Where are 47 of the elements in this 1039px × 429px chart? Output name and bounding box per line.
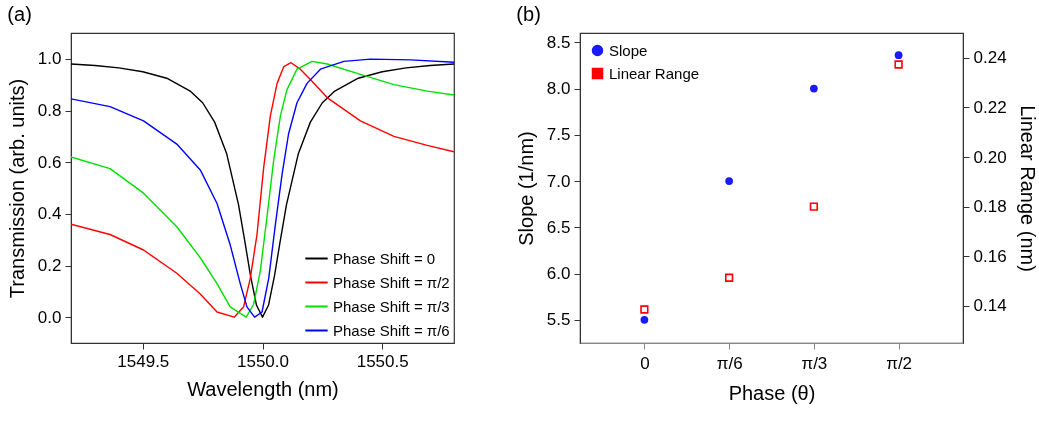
x-tick-label: 1550.0 [237, 351, 289, 371]
legend-label: Phase Shift = π/6 [333, 321, 450, 339]
x-tick-label: 0 [640, 353, 650, 373]
x-tick-label: π/3 [801, 353, 828, 373]
y-tick-label: 6.5 [546, 217, 571, 237]
legend-label: Phase Shift = 0 [333, 249, 436, 267]
point [809, 202, 819, 211]
y-tick-label: 5.5 [546, 310, 571, 330]
y2-tick-label: 0.14 [973, 296, 1007, 316]
y2-tick-label: 0.22 [973, 97, 1007, 117]
y2-tick-label: 0.24 [973, 48, 1007, 68]
point [894, 60, 903, 69]
y2-tick-label: 0.16 [973, 246, 1007, 266]
chart-title: (b) [516, 3, 541, 25]
y-tick-label: 0.4 [37, 204, 62, 224]
legend-label: Slope [609, 41, 648, 59]
legend-label: Phase Shift = π/2 [333, 273, 450, 291]
y-tick-label: 0.8 [37, 101, 62, 120]
point [809, 84, 818, 93]
y-tick-label: 1.0 [37, 49, 62, 69]
point [640, 305, 649, 314]
point [725, 177, 734, 185]
x-axis-title: Wavelength (nm) [187, 377, 339, 400]
x-tick-label: 1550.5 [356, 351, 409, 371]
y-tick-label: 8.5 [546, 32, 571, 52]
x-tick-label: π/6 [716, 353, 743, 373]
y2-tick-label: 0.18 [973, 197, 1007, 217]
y-axis-title: Transmission (arb. units) [5, 78, 28, 299]
y-tick-label: 8.0 [546, 79, 571, 99]
y2-tick-label: 0.20 [973, 147, 1007, 167]
y-tick-label: 0.0 [37, 307, 62, 327]
point [640, 316, 649, 324]
point [724, 273, 734, 282]
y-tick-label: 7.0 [546, 171, 571, 191]
y-tick-label: 6.0 [546, 264, 571, 284]
x-axis-title: Phase (θ) [728, 381, 816, 404]
legend-label: Phase Shift = π/3 [333, 297, 450, 315]
y-tick-label: 7.5 [546, 125, 571, 145]
x-tick-label: 1549.5 [117, 351, 170, 371]
x-tick-label: π/2 [886, 353, 913, 373]
y-axis-title: Slope (1/nm) [514, 131, 537, 246]
y-tick-label: 0.6 [37, 152, 62, 172]
y-tick-label: 0.2 [37, 256, 62, 275]
chart-title: (a) [7, 3, 32, 25]
legend-label: Linear Range [609, 64, 700, 82]
y2-axis-title: Linear Range (nm) [1016, 105, 1039, 272]
point [894, 51, 903, 60]
